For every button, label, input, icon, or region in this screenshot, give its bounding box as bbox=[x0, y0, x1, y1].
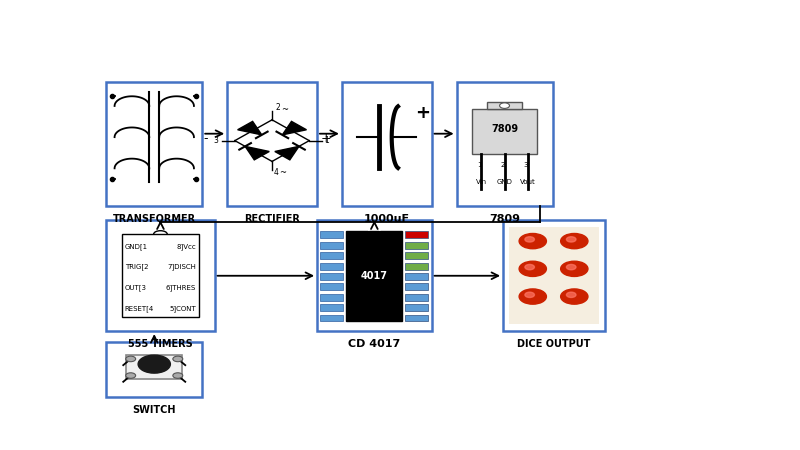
Text: DICE OUTPUT: DICE OUTPUT bbox=[518, 339, 591, 349]
Bar bbox=[406, 304, 428, 311]
Bar bbox=[321, 263, 343, 270]
Text: 4017: 4017 bbox=[361, 271, 388, 281]
FancyBboxPatch shape bbox=[457, 82, 553, 207]
FancyBboxPatch shape bbox=[106, 220, 214, 331]
Circle shape bbox=[173, 373, 182, 378]
Bar bbox=[406, 315, 428, 321]
Circle shape bbox=[519, 261, 546, 276]
Circle shape bbox=[566, 265, 576, 270]
Bar bbox=[321, 252, 343, 259]
Bar bbox=[486, 102, 522, 109]
Text: TRANSFORMER: TRANSFORMER bbox=[113, 214, 196, 224]
Circle shape bbox=[519, 234, 546, 249]
Circle shape bbox=[525, 292, 534, 297]
Polygon shape bbox=[245, 146, 270, 160]
Bar bbox=[406, 284, 428, 290]
FancyBboxPatch shape bbox=[106, 342, 202, 397]
Text: Vout: Vout bbox=[520, 179, 536, 185]
Text: 2: 2 bbox=[275, 103, 280, 112]
FancyBboxPatch shape bbox=[227, 82, 317, 207]
Text: 555 TIMERS: 555 TIMERS bbox=[128, 339, 193, 349]
Text: RECTIFIER: RECTIFIER bbox=[244, 214, 300, 224]
Circle shape bbox=[519, 289, 546, 304]
Circle shape bbox=[566, 237, 576, 242]
Text: 1000uF: 1000uF bbox=[364, 214, 410, 224]
Text: 1: 1 bbox=[324, 136, 329, 145]
Circle shape bbox=[126, 356, 136, 362]
Text: 4: 4 bbox=[274, 167, 278, 176]
Bar bbox=[321, 304, 343, 311]
Bar bbox=[126, 356, 182, 379]
Text: 6]THRES: 6]THRES bbox=[166, 284, 196, 291]
Bar bbox=[406, 263, 428, 270]
Circle shape bbox=[499, 103, 510, 108]
Bar bbox=[321, 294, 343, 301]
Text: 5]CONT: 5]CONT bbox=[170, 305, 196, 312]
Circle shape bbox=[525, 265, 534, 270]
Bar bbox=[321, 273, 343, 280]
Text: -: - bbox=[204, 132, 208, 145]
FancyBboxPatch shape bbox=[317, 220, 432, 331]
FancyBboxPatch shape bbox=[342, 82, 432, 207]
Text: 7809: 7809 bbox=[489, 214, 520, 224]
Text: 7]DISCH: 7]DISCH bbox=[167, 264, 196, 270]
Bar bbox=[510, 227, 599, 324]
Bar bbox=[321, 242, 343, 249]
Text: CD 4017: CD 4017 bbox=[348, 339, 401, 349]
Text: Vin: Vin bbox=[476, 179, 487, 185]
Circle shape bbox=[561, 261, 588, 276]
Circle shape bbox=[561, 289, 588, 304]
Circle shape bbox=[138, 355, 170, 373]
Bar bbox=[346, 231, 402, 321]
Text: RESET[4: RESET[4 bbox=[125, 305, 154, 312]
Text: +: + bbox=[321, 132, 331, 145]
Text: GND[1: GND[1 bbox=[125, 243, 148, 250]
Text: 3: 3 bbox=[213, 136, 218, 145]
Circle shape bbox=[173, 356, 182, 362]
Bar bbox=[406, 273, 428, 280]
Bar bbox=[321, 315, 343, 321]
Text: 8]Vcc: 8]Vcc bbox=[176, 243, 196, 250]
Polygon shape bbox=[275, 146, 299, 160]
Text: 3: 3 bbox=[524, 162, 528, 167]
Text: ~: ~ bbox=[281, 104, 288, 113]
Text: SWITCH: SWITCH bbox=[133, 405, 176, 414]
Text: ~: ~ bbox=[279, 167, 286, 176]
Polygon shape bbox=[282, 122, 306, 135]
Bar bbox=[406, 294, 428, 301]
Text: OUT[3: OUT[3 bbox=[125, 284, 147, 291]
Circle shape bbox=[525, 237, 534, 242]
Text: 7809: 7809 bbox=[491, 124, 518, 134]
Bar bbox=[406, 252, 428, 259]
Text: +: + bbox=[414, 104, 430, 122]
Text: GND: GND bbox=[497, 179, 513, 185]
Bar bbox=[321, 231, 343, 239]
Circle shape bbox=[566, 292, 576, 297]
Polygon shape bbox=[238, 122, 262, 135]
FancyBboxPatch shape bbox=[503, 220, 606, 331]
Circle shape bbox=[561, 234, 588, 249]
Text: TRIG[2: TRIG[2 bbox=[125, 264, 148, 270]
Bar bbox=[122, 234, 199, 317]
Bar bbox=[406, 242, 428, 249]
FancyBboxPatch shape bbox=[106, 82, 202, 207]
Bar bbox=[406, 231, 428, 239]
Text: 2: 2 bbox=[501, 162, 505, 167]
Bar bbox=[472, 109, 537, 154]
Bar bbox=[321, 284, 343, 290]
Circle shape bbox=[126, 373, 136, 378]
Text: 1: 1 bbox=[477, 162, 482, 167]
